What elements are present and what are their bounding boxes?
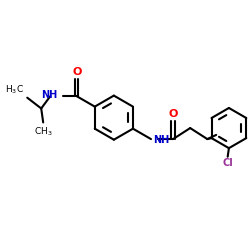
Text: O: O [168,110,178,120]
Text: NH: NH [153,135,169,145]
Text: H$_3$C: H$_3$C [5,83,24,96]
Text: Cl: Cl [222,158,233,168]
Text: NH: NH [41,90,57,100]
Text: O: O [72,66,82,76]
Text: CH$_3$: CH$_3$ [34,125,52,138]
